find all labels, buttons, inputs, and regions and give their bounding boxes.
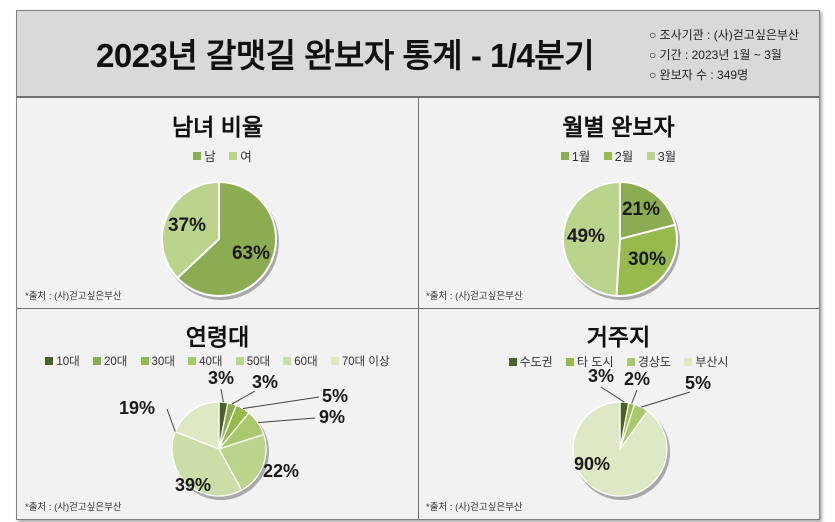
svg-text:49%: 49% bbox=[567, 226, 605, 247]
svg-text:21%: 21% bbox=[622, 199, 660, 220]
svg-text:2%: 2% bbox=[624, 369, 650, 389]
svg-text:90%: 90% bbox=[574, 454, 610, 474]
svg-text:39%: 39% bbox=[175, 475, 211, 495]
svg-text:30%: 30% bbox=[628, 249, 666, 270]
svg-text:5%: 5% bbox=[685, 373, 711, 393]
svg-text:63%: 63% bbox=[232, 243, 270, 264]
svg-text:5%: 5% bbox=[322, 386, 348, 406]
svg-text:9%: 9% bbox=[319, 407, 345, 427]
svg-text:3%: 3% bbox=[208, 368, 234, 388]
svg-text:3%: 3% bbox=[588, 366, 614, 386]
svg-text:3%: 3% bbox=[252, 372, 278, 392]
svg-text:19%: 19% bbox=[119, 398, 155, 418]
svg-text:37%: 37% bbox=[168, 215, 206, 236]
svg-text:22%: 22% bbox=[263, 461, 299, 481]
